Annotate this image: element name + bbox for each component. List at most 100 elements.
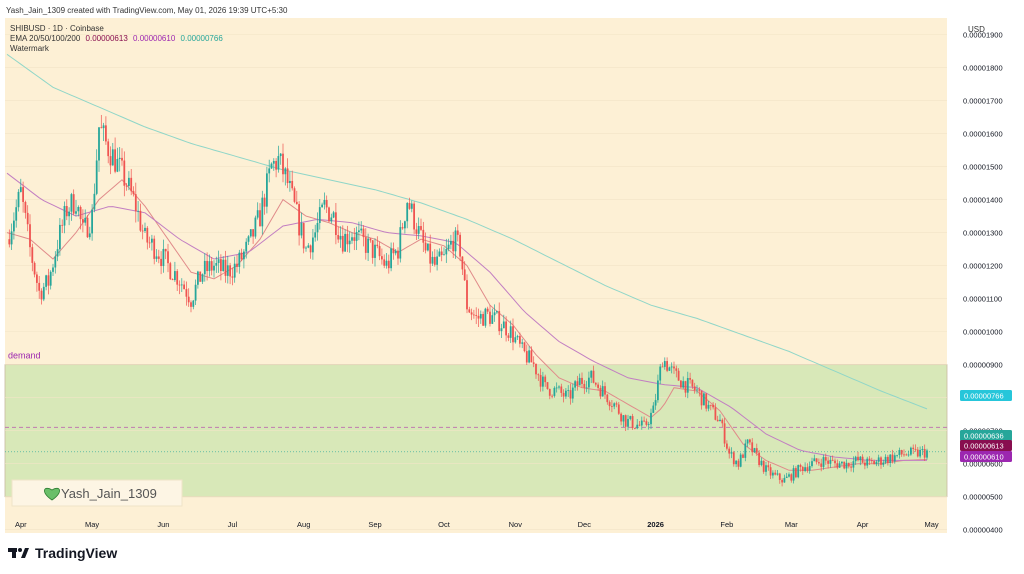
candle-body xyxy=(42,286,45,300)
candle-body xyxy=(760,460,763,466)
candle-body xyxy=(728,448,731,454)
candle-body xyxy=(484,308,487,326)
candle-body xyxy=(307,245,310,248)
candle-body xyxy=(178,284,181,286)
candle-body xyxy=(859,456,862,461)
candle-body xyxy=(325,199,328,208)
candle-body xyxy=(574,381,576,388)
candles xyxy=(8,114,928,487)
candle-body xyxy=(422,229,425,243)
candle-body xyxy=(47,275,50,286)
candle-body xyxy=(606,394,609,403)
candle-body xyxy=(111,149,114,166)
candle-body xyxy=(22,187,24,202)
candle-body xyxy=(266,173,268,207)
candle-body xyxy=(52,267,54,272)
candle-body xyxy=(546,382,549,389)
candle-body xyxy=(709,404,712,406)
candle-body xyxy=(459,234,461,257)
candle-body xyxy=(774,472,777,475)
candle-body xyxy=(663,361,666,367)
candle-body xyxy=(716,419,719,422)
candle-body xyxy=(141,230,144,232)
candle-body xyxy=(337,235,340,240)
candle-body xyxy=(594,382,597,385)
candle-body xyxy=(45,275,47,287)
candle-body xyxy=(891,454,894,462)
candle-body xyxy=(496,311,498,313)
symbol-line: SHIBUSD · 1D · Coinbase xyxy=(10,24,104,33)
candle-body xyxy=(151,238,153,243)
candle-body xyxy=(17,191,20,208)
candle-body xyxy=(686,378,689,393)
candle-body xyxy=(509,326,512,338)
candle-body xyxy=(850,466,852,468)
candle-body xyxy=(523,342,526,352)
time-tick-label: Dec xyxy=(578,520,592,529)
candle-body xyxy=(548,388,551,396)
candle-body xyxy=(571,387,574,399)
candle-body xyxy=(845,462,848,469)
candle-body xyxy=(864,462,866,466)
candle-body xyxy=(744,443,747,458)
candle-body xyxy=(857,456,859,461)
candle-body xyxy=(224,259,227,276)
candle-body xyxy=(896,454,898,456)
candle-body xyxy=(394,250,397,254)
candle-body xyxy=(436,256,438,265)
candle-body xyxy=(912,447,915,450)
candle-body xyxy=(516,336,519,338)
candle-body xyxy=(893,455,896,462)
candle-body xyxy=(410,203,413,209)
candle-body xyxy=(256,210,259,218)
candle-body xyxy=(199,271,202,282)
candle-body xyxy=(180,284,183,286)
candle-body xyxy=(387,260,390,269)
candle-body xyxy=(822,457,825,467)
candle-body xyxy=(176,271,179,285)
ema-line-2 xyxy=(6,172,927,461)
candle-body xyxy=(661,366,664,368)
candle-body xyxy=(781,479,783,483)
candle-body xyxy=(525,351,528,363)
candle-body xyxy=(689,378,691,380)
price-tick-label: 0.00000500 xyxy=(963,493,1003,502)
candle-body xyxy=(36,274,38,283)
candle-body xyxy=(799,465,802,467)
price-tag-box xyxy=(960,430,1012,441)
candle-body xyxy=(390,248,392,269)
candle-body xyxy=(86,217,89,238)
candle-body xyxy=(620,413,622,422)
ema-legend-label: EMA 20/50/100/200 xyxy=(10,34,81,43)
candle-body xyxy=(447,244,450,249)
price-tick-label: 0.00001500 xyxy=(963,163,1003,172)
candle-body xyxy=(551,395,553,397)
candle-body xyxy=(49,271,52,286)
candle-body xyxy=(203,260,206,275)
horizontal-levels xyxy=(5,426,947,453)
candle-body xyxy=(59,224,61,250)
tradingview-wordmark: TradingView xyxy=(35,545,118,561)
currency-label: USD xyxy=(968,25,985,34)
candle-body xyxy=(61,224,64,226)
candle-body xyxy=(355,231,358,241)
candle-body xyxy=(420,226,422,230)
candle-body xyxy=(532,362,535,364)
candle-body xyxy=(348,240,351,245)
candle-body xyxy=(65,206,68,217)
time-tick-label: Sep xyxy=(368,520,381,529)
ema20-legend-value: 0.00000613 xyxy=(86,34,129,43)
candle-body xyxy=(233,263,236,278)
time-axis[interactable]: Apr May Jun Jul Aug Sep Oct Nov Dec 2026 Feb Mar Apr… xyxy=(15,520,939,529)
candle-body xyxy=(210,261,213,271)
candle-body xyxy=(298,204,300,236)
candle-body xyxy=(535,363,537,375)
tradingview-logo: TradingView xyxy=(8,545,117,561)
candle-body xyxy=(783,477,786,483)
candle-body xyxy=(167,251,169,264)
candle-body xyxy=(604,386,606,395)
candle-body xyxy=(38,282,41,291)
candle-body xyxy=(735,460,737,465)
candle-body xyxy=(843,461,846,469)
